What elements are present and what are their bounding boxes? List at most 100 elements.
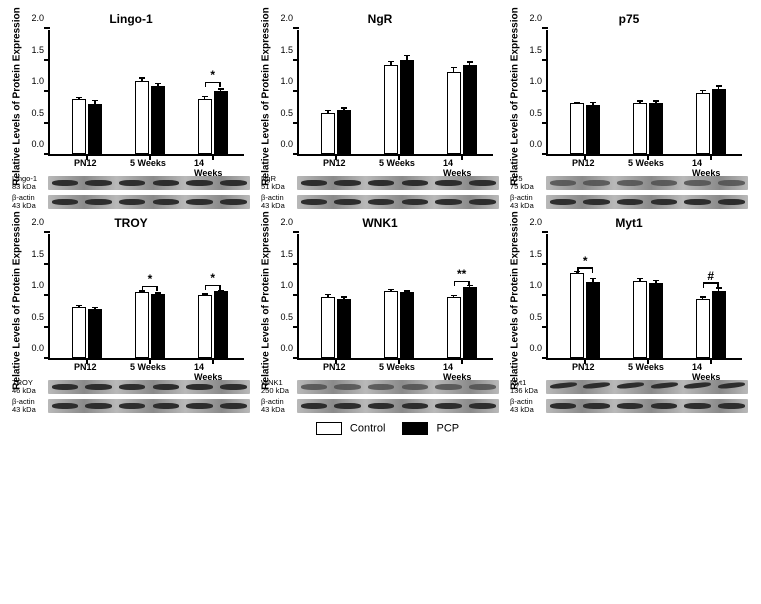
- y-tick-label: 1.0: [271, 76, 293, 86]
- blot-row: β-actin43 kDa: [510, 398, 748, 414]
- blot-row: Myt1136 kDa: [510, 379, 748, 395]
- legend-control-box: [316, 422, 342, 435]
- y-tick-label: 0.0: [271, 343, 293, 353]
- y-tick-label: 1.0: [22, 76, 44, 86]
- y-tick-label: 2.0: [520, 217, 542, 227]
- bar-pcp: [712, 291, 726, 358]
- y-tick-label: 1.5: [271, 249, 293, 259]
- x-tick-label: PN12: [323, 158, 346, 168]
- blot-label: β-actin43 kDa: [510, 398, 546, 414]
- blot-image: [546, 380, 748, 394]
- bar-pcp: [400, 60, 414, 155]
- blot-row: β-actin43 kDa: [510, 194, 748, 210]
- y-tick-label: 0.5: [22, 312, 44, 322]
- y-tick-label: 2.0: [520, 13, 542, 23]
- bar-control: [198, 295, 212, 358]
- bar-pcp: [214, 91, 228, 154]
- y-tick-label: 0.0: [22, 343, 44, 353]
- bar-control: [447, 72, 461, 154]
- y-tick-label: 1.0: [271, 280, 293, 290]
- y-tick-label: 0.5: [520, 108, 542, 118]
- plot-region: 0.00.51.01.52.0**: [48, 234, 244, 360]
- chart-area: Lingo-1Relative Levels of Protein Expres…: [12, 12, 250, 172]
- blot-row: β-actin43 kDa: [12, 398, 250, 414]
- blot-row: TROY46 kDa: [12, 379, 250, 395]
- x-tick-label: 5 Weeks: [130, 158, 166, 168]
- bar-control: [72, 99, 86, 154]
- significance-label: #: [707, 269, 714, 283]
- panels-grid: Lingo-1Relative Levels of Protein Expres…: [12, 12, 749, 414]
- y-tick-label: 1.5: [520, 45, 542, 55]
- x-tick-label: 14 Weeks: [443, 362, 476, 382]
- blot-label: β-actin43 kDa: [261, 398, 297, 414]
- panel-title: NgR: [261, 12, 499, 26]
- bar-control: [384, 291, 398, 358]
- blot-label: β-actin43 kDa: [261, 194, 297, 210]
- y-tick-label: 0.5: [271, 312, 293, 322]
- x-tick-label: 5 Weeks: [628, 362, 664, 372]
- bar-pcp: [88, 309, 102, 358]
- blot-row: β-actin43 kDa: [261, 194, 499, 210]
- legend-pcp-box: [402, 422, 428, 435]
- plot-region: 0.00.51.01.52.0**: [297, 234, 493, 360]
- bar-control: [135, 81, 149, 154]
- y-tick-label: 0.0: [271, 139, 293, 149]
- panel-title: TROY: [12, 216, 250, 230]
- significance-label: *: [210, 68, 215, 82]
- blot-label: β-actin43 kDa: [510, 194, 546, 210]
- blot-row: β-actin43 kDa: [261, 398, 499, 414]
- y-tick-label: 1.0: [520, 280, 542, 290]
- blot-image: [546, 399, 748, 413]
- x-labels: PN125 Weeks14 Weeks: [48, 158, 244, 172]
- bar-control: [696, 299, 710, 358]
- blot-row: p7575 kDa: [510, 175, 748, 191]
- bar-control: [384, 65, 398, 154]
- blot-row: Lingo-183 kDa: [12, 175, 250, 191]
- bar-control: [633, 281, 647, 358]
- x-tick-label: PN12: [572, 362, 595, 372]
- x-tick-label: 5 Weeks: [379, 158, 415, 168]
- bar-control: [321, 113, 335, 154]
- bar-pcp: [214, 291, 228, 358]
- y-tick-label: 2.0: [271, 13, 293, 23]
- blot-image: [546, 195, 748, 209]
- bar-pcp: [88, 104, 102, 154]
- blot-row: β-actin43 kDa: [12, 194, 250, 210]
- bar-pcp: [586, 105, 600, 154]
- x-labels: PN125 Weeks14 Weeks: [48, 362, 244, 376]
- x-tick-label: 14 Weeks: [194, 362, 227, 382]
- x-tick-label: 14 Weeks: [692, 158, 725, 178]
- legend: Control PCP: [12, 422, 749, 435]
- plot-region: 0.00.51.01.52.0*: [48, 30, 244, 156]
- bar-pcp: [463, 65, 477, 154]
- x-tick-label: 14 Weeks: [194, 158, 227, 178]
- bar-pcp: [712, 89, 726, 154]
- bar-pcp: [151, 294, 165, 358]
- x-tick-label: 14 Weeks: [443, 158, 476, 178]
- bar-pcp: [400, 292, 414, 358]
- significance-label: *: [210, 271, 215, 285]
- x-tick-label: PN12: [323, 362, 346, 372]
- bar-control: [696, 93, 710, 154]
- y-tick-label: 0.5: [22, 108, 44, 118]
- panel-wnk1: WNK1Relative Levels of Protein Expressio…: [261, 216, 499, 414]
- x-tick-label: PN12: [572, 158, 595, 168]
- significance-label: *: [583, 254, 588, 268]
- y-tick-label: 0.5: [520, 312, 542, 322]
- y-tick-label: 1.5: [22, 45, 44, 55]
- panel-title: Lingo-1: [12, 12, 250, 26]
- blot-label: β-actin43 kDa: [12, 194, 48, 210]
- blot-image: [48, 176, 250, 190]
- plot-region: 0.00.51.01.52.0: [546, 30, 742, 156]
- x-tick-label: 5 Weeks: [628, 158, 664, 168]
- significance-label: *: [148, 272, 153, 286]
- bar-pcp: [463, 287, 477, 358]
- bar-control: [447, 297, 461, 358]
- x-tick-label: PN12: [74, 362, 97, 372]
- y-tick-label: 0.0: [22, 139, 44, 149]
- y-tick-label: 2.0: [271, 217, 293, 227]
- y-tick-label: 1.0: [22, 280, 44, 290]
- blot-row: WNK1250 kDa: [261, 379, 499, 395]
- blot-image: [297, 399, 499, 413]
- y-tick-label: 1.5: [22, 249, 44, 259]
